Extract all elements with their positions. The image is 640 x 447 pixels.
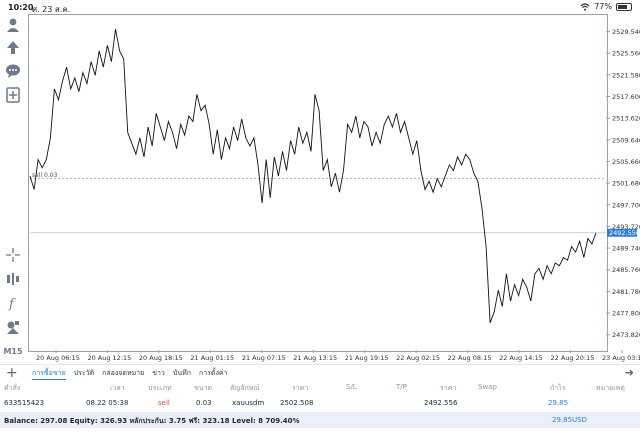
tab-1[interactable]: ประวัติ <box>73 369 95 377</box>
y-tick-label-10: 2489.740 <box>612 245 640 253</box>
svg-text:f: f <box>8 297 16 311</box>
bid-price-box <box>607 228 637 237</box>
tab-0[interactable]: การซื้อขาย <box>32 368 66 380</box>
status-bar: 10:20 ศ. 23 ส.ค. 77% <box>0 0 640 14</box>
y-tick-label-4: 2513.620 <box>612 115 640 123</box>
currency-label: USD <box>572 416 587 424</box>
battery-percent: 77% <box>594 2 612 11</box>
price-line <box>29 29 597 323</box>
tab-2[interactable]: กล่องจดหมาย <box>102 369 145 377</box>
col-time[interactable]: เวลา <box>110 384 125 392</box>
x-tick-label-1: 20 Aug 12:15 <box>87 354 131 362</box>
col-current-price[interactable]: ราคา <box>440 384 457 392</box>
clock: 10:20 <box>8 3 34 12</box>
price-chart[interactable]: 2529.540 2525.560 2521.580 2517.600 2513.620… <box>28 14 640 364</box>
balance-bar: Balance: 297.08 Equity: 326.93 หลักประกั… <box>0 412 640 428</box>
bottom-tabs: การซื้อขาย ประวัติ กล่องจดหมาย ข่าว บันทึก กา… <box>32 368 227 380</box>
timeframe-button[interactable]: M15 <box>3 346 23 356</box>
col-size[interactable]: ขนาด <box>194 384 213 392</box>
y-tick-label-13: 2477.800 <box>612 310 640 318</box>
total-profit: 29.85 <box>552 416 573 424</box>
expand-arrow-icon[interactable]: ➜ <box>624 366 634 379</box>
col-swap[interactable]: Swap <box>478 383 497 391</box>
x-tick-label-9: 22 Aug 14:15 <box>499 354 543 362</box>
indicators-icon[interactable] <box>4 270 22 288</box>
bid-price-label: 2492.556 <box>609 229 640 237</box>
tab-4[interactable]: บันทึก <box>172 369 191 377</box>
x-tick-label-7: 22 Aug 02:15 <box>396 354 440 362</box>
x-tick-label-6: 21 Aug 19:15 <box>345 354 389 362</box>
col-symbol[interactable]: สัญลักษณ์ <box>230 384 260 392</box>
chat-icon[interactable] <box>4 62 22 80</box>
function-icon[interactable]: f <box>4 294 22 312</box>
y-tick-label-6: 2505.660 <box>612 158 640 166</box>
y-tick-label-5: 2509.640 <box>612 136 640 144</box>
y-tick-label-8: 2497.700 <box>612 201 640 209</box>
y-tick-label-11: 2485.760 <box>612 266 640 274</box>
table-row[interactable]: 633515423 08.22 05:38 sell 0.03 xauusdm … <box>0 396 640 410</box>
x-tick-label-3: 21 Aug 01:15 <box>190 354 234 362</box>
wifi-icon <box>580 2 590 11</box>
x-tick-label-11: 23 Aug 03:15 <box>602 354 640 362</box>
col-sl[interactable]: S/L <box>346 383 357 391</box>
bottom-tabs-bar: + การซื้อขาย ประวัติ กล่องจดหมาย ข่าว บันทึก… <box>0 364 640 381</box>
date: ศ. 23 ส.ค. <box>32 5 71 14</box>
col-type[interactable]: ประเภท <box>148 384 172 392</box>
x-tick-label-4: 21 Aug 07:15 <box>242 354 286 362</box>
x-tick-label-8: 22 Aug 08:15 <box>448 354 492 362</box>
tab-3[interactable]: ข่าว <box>152 369 165 377</box>
order-size: 0.03 <box>196 399 212 407</box>
left-toolbar: f M15 <box>0 14 26 364</box>
order-type: sell <box>158 399 170 407</box>
y-tick-label-9: 2493.720 <box>612 223 640 231</box>
order-level-label: sell 0.03 <box>32 172 58 179</box>
order-profit: 29.85 <box>548 399 569 407</box>
x-tick-label-0: 20 Aug 06:15 <box>36 354 80 362</box>
trade-table-header: คำสั่ง เวลา ประเภท ขนาด สัญลักษณ์ ราคา S… <box>0 381 640 394</box>
status-right: 77% <box>580 2 632 11</box>
col-comment[interactable]: หมายเหตุ <box>596 384 625 392</box>
col-order[interactable]: คำสั่ง <box>4 384 21 392</box>
tab-5[interactable]: การตั้งค่า <box>198 369 228 377</box>
x-tick-label-10: 22 Aug 20:15 <box>551 354 595 362</box>
y-tick-label-14: 2473.820 <box>612 331 640 339</box>
y-tick-label-0: 2529.540 <box>612 28 640 36</box>
x-tick-label-2: 20 Aug 18:15 <box>139 354 183 362</box>
y-tick-label-3: 2517.600 <box>612 93 640 101</box>
y-tick-label-12: 2481.780 <box>612 288 640 296</box>
order-time: 08.22 05:38 <box>86 399 129 407</box>
objects-icon[interactable] <box>4 318 22 336</box>
col-profit[interactable]: กำไร <box>550 384 566 392</box>
x-tick-label-5: 21 Aug 13:15 <box>293 354 337 362</box>
y-tick-label-2: 2521.580 <box>612 71 640 79</box>
battery-fill <box>618 4 628 9</box>
y-tick-label-1: 2525.560 <box>612 50 640 58</box>
order-id: 633515423 <box>4 399 45 407</box>
order-current-price: 2492.556 <box>424 399 458 407</box>
pointer-up-icon[interactable] <box>4 39 22 57</box>
order-price: 2502.508 <box>280 399 314 407</box>
order-symbol: xauusdm <box>232 399 265 407</box>
user-icon[interactable] <box>4 16 22 34</box>
col-price[interactable]: ราคา <box>292 384 309 392</box>
add-chart-icon[interactable] <box>4 86 22 104</box>
crosshair-icon[interactable] <box>4 246 22 264</box>
y-tick-label-7: 2501.680 <box>612 180 640 188</box>
col-tp[interactable]: T/P <box>396 383 407 391</box>
new-order-button[interactable]: + <box>6 365 18 381</box>
balance-summary: Balance: 297.08 Equity: 326.93 หลักประกั… <box>4 417 300 425</box>
battery-icon <box>616 2 632 11</box>
